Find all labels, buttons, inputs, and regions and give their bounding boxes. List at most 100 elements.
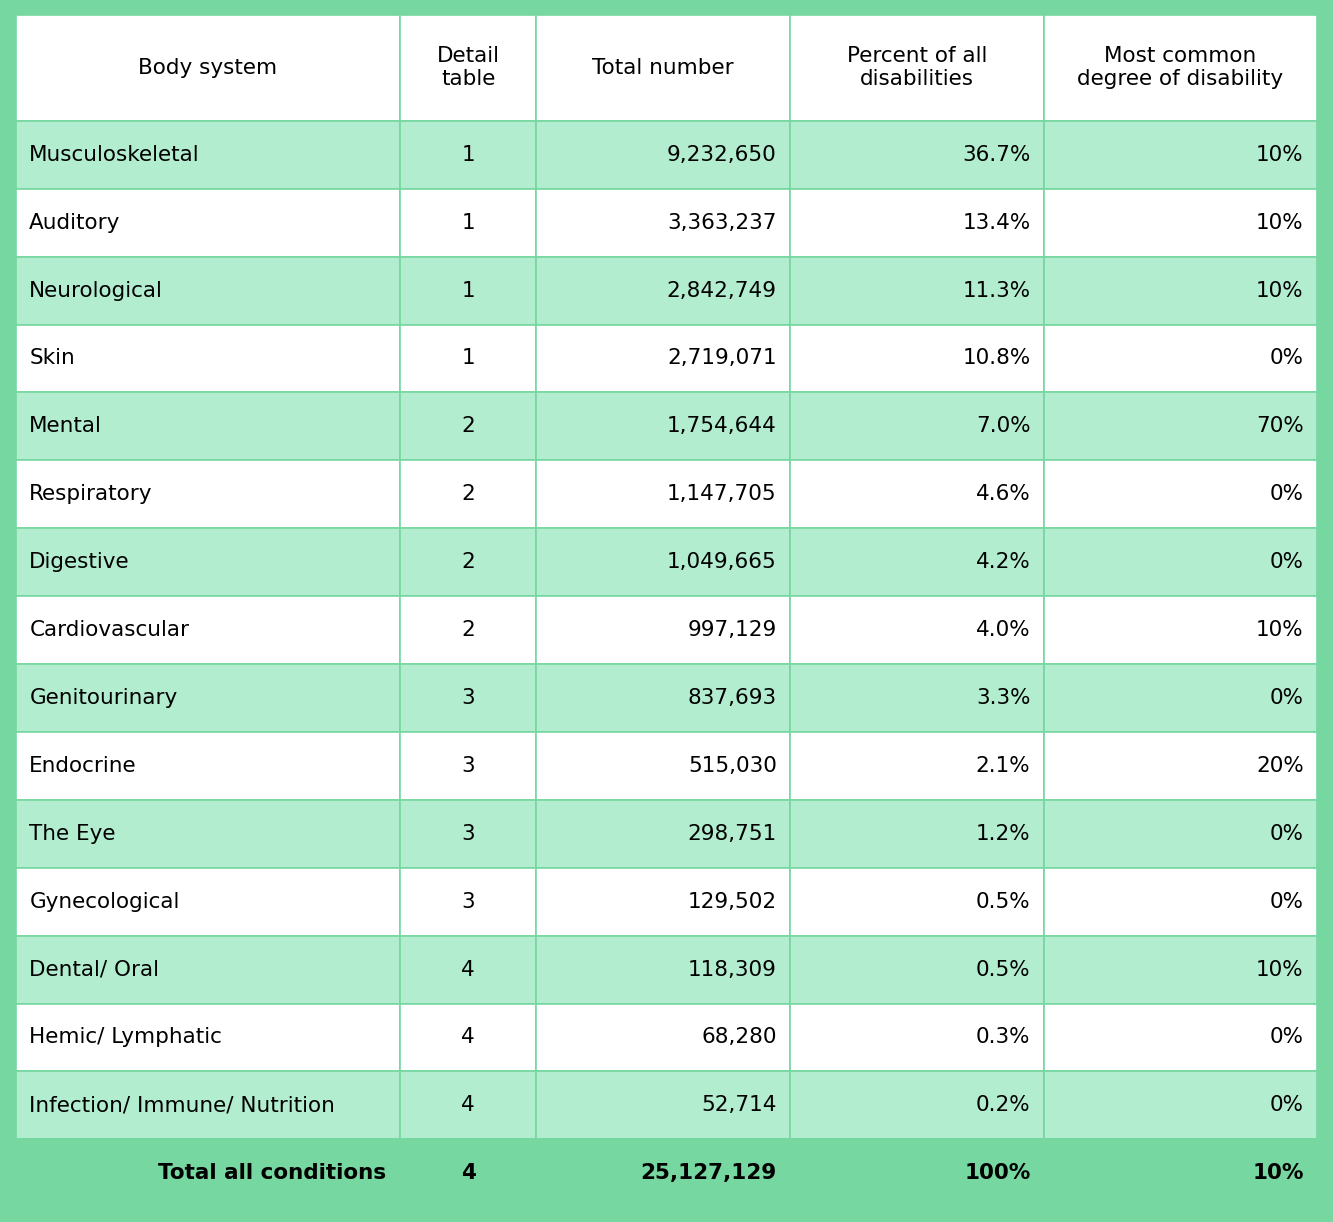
Bar bbox=[790, 596, 1044, 664]
Bar bbox=[790, 1072, 1044, 1139]
Bar bbox=[400, 461, 536, 528]
Bar bbox=[536, 1003, 790, 1072]
Bar bbox=[16, 868, 400, 936]
Bar bbox=[1044, 257, 1317, 325]
Text: 0.3%: 0.3% bbox=[976, 1028, 1030, 1047]
Text: 4: 4 bbox=[461, 1163, 476, 1183]
Text: 0%: 0% bbox=[1269, 824, 1304, 844]
Bar bbox=[400, 325, 536, 392]
Bar bbox=[400, 15, 536, 121]
Bar bbox=[400, 1139, 536, 1207]
Text: 10%: 10% bbox=[1252, 1163, 1304, 1183]
Bar bbox=[400, 596, 536, 664]
Text: 2: 2 bbox=[461, 417, 475, 436]
Bar bbox=[1044, 732, 1317, 800]
Bar bbox=[16, 528, 400, 596]
Text: 3.3%: 3.3% bbox=[976, 688, 1030, 708]
Text: Total all conditions: Total all conditions bbox=[159, 1163, 387, 1183]
Text: 0%: 0% bbox=[1269, 484, 1304, 505]
Bar bbox=[536, 936, 790, 1003]
Text: Neurological: Neurological bbox=[29, 281, 163, 301]
Bar bbox=[536, 868, 790, 936]
Bar bbox=[400, 800, 536, 868]
Text: 10%: 10% bbox=[1256, 213, 1304, 232]
Text: Percent of all
disabilities: Percent of all disabilities bbox=[846, 46, 988, 89]
Text: 0%: 0% bbox=[1269, 1028, 1304, 1047]
Text: 36.7%: 36.7% bbox=[962, 144, 1030, 165]
Bar bbox=[536, 392, 790, 461]
Text: 25,127,129: 25,127,129 bbox=[641, 1163, 777, 1183]
Bar bbox=[16, 596, 400, 664]
Text: 298,751: 298,751 bbox=[688, 824, 777, 844]
Text: 4: 4 bbox=[461, 1028, 475, 1047]
Bar bbox=[16, 257, 400, 325]
Text: 3,363,237: 3,363,237 bbox=[668, 213, 777, 232]
Bar bbox=[400, 732, 536, 800]
Bar bbox=[16, 664, 400, 732]
Text: Gynecological: Gynecological bbox=[29, 892, 180, 912]
Text: 0%: 0% bbox=[1269, 892, 1304, 912]
Text: 0%: 0% bbox=[1269, 688, 1304, 708]
Bar bbox=[536, 257, 790, 325]
Bar bbox=[1044, 528, 1317, 596]
Bar bbox=[536, 528, 790, 596]
Bar bbox=[536, 664, 790, 732]
Text: Dental/ Oral: Dental/ Oral bbox=[29, 959, 160, 980]
Text: Hemic/ Lymphatic: Hemic/ Lymphatic bbox=[29, 1028, 223, 1047]
Bar bbox=[536, 121, 790, 188]
Text: 0.5%: 0.5% bbox=[976, 959, 1030, 980]
Bar bbox=[536, 732, 790, 800]
Bar bbox=[400, 121, 536, 188]
Text: 2.1%: 2.1% bbox=[976, 756, 1030, 776]
Text: 3: 3 bbox=[461, 824, 475, 844]
Bar bbox=[400, 1003, 536, 1072]
Text: 118,309: 118,309 bbox=[688, 959, 777, 980]
Bar bbox=[790, 392, 1044, 461]
Text: 4: 4 bbox=[461, 1095, 475, 1116]
Bar bbox=[790, 188, 1044, 257]
Bar bbox=[16, 325, 400, 392]
Bar bbox=[1044, 461, 1317, 528]
Bar bbox=[790, 800, 1044, 868]
Text: 10%: 10% bbox=[1256, 620, 1304, 640]
Text: 52,714: 52,714 bbox=[701, 1095, 777, 1116]
Text: 1: 1 bbox=[461, 144, 475, 165]
Bar bbox=[536, 800, 790, 868]
Text: 4.0%: 4.0% bbox=[976, 620, 1030, 640]
Bar bbox=[790, 1003, 1044, 1072]
Bar bbox=[790, 461, 1044, 528]
Text: 3: 3 bbox=[461, 688, 475, 708]
Bar bbox=[790, 528, 1044, 596]
Bar bbox=[1044, 15, 1317, 121]
Text: 11.3%: 11.3% bbox=[962, 281, 1030, 301]
Text: 2: 2 bbox=[461, 620, 475, 640]
Bar bbox=[16, 15, 400, 121]
Text: 3: 3 bbox=[461, 756, 475, 776]
Bar bbox=[16, 1072, 400, 1139]
Bar bbox=[16, 800, 400, 868]
Bar bbox=[1044, 1003, 1317, 1072]
Text: 1.2%: 1.2% bbox=[976, 824, 1030, 844]
Text: 13.4%: 13.4% bbox=[962, 213, 1030, 232]
Text: 4.6%: 4.6% bbox=[976, 484, 1030, 505]
Bar bbox=[790, 868, 1044, 936]
Text: 837,693: 837,693 bbox=[688, 688, 777, 708]
Text: Respiratory: Respiratory bbox=[29, 484, 153, 505]
Text: 1,147,705: 1,147,705 bbox=[666, 484, 777, 505]
Bar bbox=[790, 257, 1044, 325]
Text: 0%: 0% bbox=[1269, 552, 1304, 572]
Text: 1: 1 bbox=[461, 213, 475, 232]
Bar bbox=[400, 1072, 536, 1139]
Bar bbox=[790, 664, 1044, 732]
Text: 9,232,650: 9,232,650 bbox=[666, 144, 777, 165]
Text: 68,280: 68,280 bbox=[701, 1028, 777, 1047]
Bar bbox=[1044, 936, 1317, 1003]
Bar bbox=[536, 15, 790, 121]
Bar bbox=[16, 1003, 400, 1072]
Bar bbox=[1044, 121, 1317, 188]
Text: 10%: 10% bbox=[1256, 144, 1304, 165]
Bar bbox=[1044, 1072, 1317, 1139]
Bar bbox=[1044, 325, 1317, 392]
Bar bbox=[536, 1072, 790, 1139]
Text: 2,719,071: 2,719,071 bbox=[666, 348, 777, 369]
